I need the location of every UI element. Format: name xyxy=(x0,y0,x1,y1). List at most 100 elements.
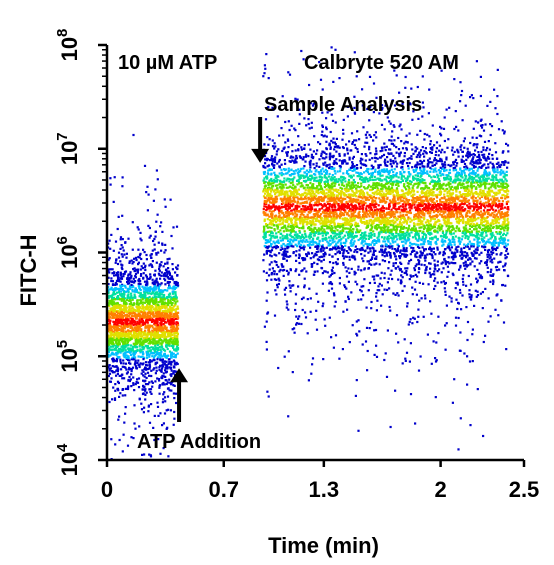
data-point xyxy=(166,261,169,264)
data-point xyxy=(386,196,389,199)
data-point xyxy=(455,217,458,220)
data-point xyxy=(433,159,436,162)
data-point xyxy=(482,146,485,149)
data-point xyxy=(107,355,110,358)
data-point xyxy=(139,268,142,271)
data-point xyxy=(386,245,389,248)
data-point xyxy=(423,182,426,185)
data-point xyxy=(150,299,153,302)
data-point xyxy=(142,388,145,391)
data-point xyxy=(487,197,490,200)
data-point xyxy=(399,171,402,174)
data-point xyxy=(156,333,159,336)
data-point xyxy=(113,291,116,294)
data-point xyxy=(146,335,149,338)
data-point xyxy=(160,345,163,348)
data-point xyxy=(263,218,266,221)
data-point xyxy=(132,382,135,385)
data-point xyxy=(163,383,166,386)
data-point xyxy=(457,198,460,201)
data-point xyxy=(506,219,509,222)
data-point xyxy=(148,302,151,305)
data-point xyxy=(169,409,172,412)
data-point xyxy=(155,220,158,223)
data-point xyxy=(415,293,418,296)
data-point xyxy=(439,200,442,203)
data-point xyxy=(156,324,159,327)
data-point xyxy=(171,263,174,266)
data-point xyxy=(116,380,120,383)
data-point xyxy=(122,293,125,296)
data-point xyxy=(464,254,468,257)
data-point xyxy=(134,274,137,278)
data-point xyxy=(117,215,120,218)
data-point xyxy=(120,315,123,318)
data-point xyxy=(279,193,282,196)
data-point xyxy=(454,324,458,327)
data-point xyxy=(136,269,139,272)
data-point xyxy=(315,191,318,194)
data-point xyxy=(124,387,128,390)
data-point xyxy=(133,422,136,425)
data-point xyxy=(154,288,157,291)
data-point xyxy=(328,261,332,264)
data-point xyxy=(340,192,343,195)
data-point xyxy=(163,332,166,335)
data-point xyxy=(129,368,132,371)
data-point xyxy=(123,290,126,294)
data-point xyxy=(126,344,129,347)
data-point xyxy=(132,331,135,334)
data-point xyxy=(147,324,150,327)
data-point xyxy=(332,196,335,199)
data-point xyxy=(351,142,354,145)
data-point xyxy=(131,366,135,369)
data-point xyxy=(461,277,464,280)
data-point xyxy=(129,273,132,276)
data-point xyxy=(434,284,437,288)
data-point xyxy=(111,365,114,368)
data-point xyxy=(444,215,447,218)
data-point xyxy=(442,167,446,170)
data-point xyxy=(295,323,298,326)
data-point xyxy=(370,172,373,175)
data-point xyxy=(143,251,146,254)
data-point xyxy=(375,96,378,99)
data-point xyxy=(170,344,173,348)
data-point xyxy=(154,315,157,318)
data-point xyxy=(262,270,265,273)
data-point xyxy=(175,266,178,269)
data-point xyxy=(136,324,139,327)
data-point xyxy=(376,289,379,292)
data-point xyxy=(325,140,328,143)
data-point xyxy=(140,239,143,242)
data-point xyxy=(342,214,345,217)
data-point xyxy=(467,190,470,193)
data-point xyxy=(141,315,144,319)
data-point xyxy=(396,211,399,214)
data-point xyxy=(376,182,379,185)
data-point xyxy=(350,210,353,213)
data-point xyxy=(149,286,152,289)
data-point xyxy=(122,249,125,252)
data-point xyxy=(454,160,457,163)
data-point xyxy=(453,203,456,206)
data-point xyxy=(449,201,452,204)
data-point xyxy=(389,309,392,312)
data-point xyxy=(150,297,153,300)
data-point xyxy=(119,271,122,274)
data-point xyxy=(108,316,111,319)
data-point xyxy=(134,295,137,299)
data-point xyxy=(134,331,137,335)
data-point xyxy=(145,299,148,302)
data-point xyxy=(295,268,298,271)
data-point xyxy=(132,323,135,326)
data-point xyxy=(273,142,276,145)
data-point xyxy=(296,171,299,174)
data-point xyxy=(170,369,173,372)
data-point xyxy=(129,337,132,340)
data-point xyxy=(401,203,404,206)
data-point xyxy=(114,443,117,446)
data-point xyxy=(175,347,178,350)
data-point xyxy=(144,393,147,396)
data-point xyxy=(351,161,354,164)
